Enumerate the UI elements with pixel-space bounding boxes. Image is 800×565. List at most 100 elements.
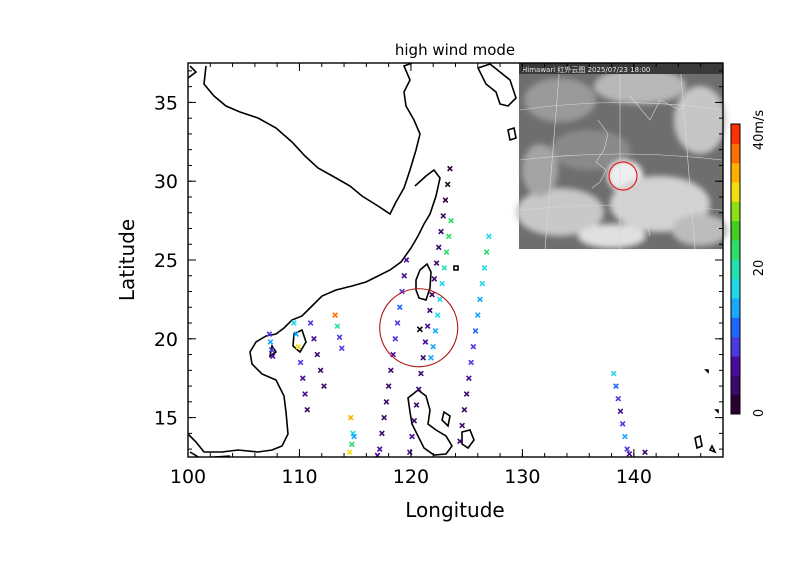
colorbar-segment <box>731 375 740 396</box>
wind-point <box>481 265 488 271</box>
colorbar-segment <box>731 336 740 357</box>
wind-point <box>613 383 619 389</box>
wind-point <box>463 391 470 397</box>
wind-point <box>437 296 443 303</box>
wind-point <box>299 375 306 382</box>
wind-point <box>346 449 353 456</box>
wind-point <box>434 312 441 319</box>
wind-point <box>401 272 408 279</box>
wind-point <box>439 280 445 287</box>
y-tick-label: 35 <box>154 92 178 114</box>
wind-point <box>440 213 447 219</box>
inset-caption: Himawari 红外云图 2025/07/23 18:00 <box>522 65 650 74</box>
axis-ticks <box>187 63 724 457</box>
wind-point <box>381 414 388 421</box>
wind-point <box>447 165 453 172</box>
wind-point <box>433 260 440 267</box>
wind-point <box>457 438 463 445</box>
wind-point <box>472 328 479 334</box>
wind-point <box>314 351 321 358</box>
colorbar-segment <box>731 220 740 241</box>
satellite-inset: Himawari 红外云图 2025/07/23 18:00 <box>516 62 728 250</box>
wind-point <box>642 449 648 456</box>
wind-point <box>461 406 468 413</box>
wind-point <box>443 249 450 255</box>
wind-point <box>470 343 477 350</box>
wind-point <box>430 343 437 350</box>
wind-point <box>266 331 273 337</box>
wind-point <box>435 244 442 251</box>
wind-point <box>445 233 452 240</box>
x-tick-label: 140 <box>616 466 652 488</box>
x-axis-label: Longitude <box>405 498 504 522</box>
wind-point <box>426 307 433 314</box>
x-tick-label: 100 <box>170 466 206 488</box>
wind-point <box>466 375 472 382</box>
wind-point <box>431 276 438 282</box>
wind-point <box>441 265 448 271</box>
colorbar-segment <box>731 394 740 415</box>
x-tick-label: 110 <box>281 466 317 488</box>
wind-point <box>626 450 633 457</box>
wind-point <box>293 331 299 337</box>
wind-point <box>332 312 338 319</box>
wind-point <box>383 398 390 405</box>
wind-point <box>422 339 429 345</box>
wind-point <box>347 414 354 421</box>
wind-point <box>424 323 431 330</box>
wind-point <box>338 345 345 352</box>
y-tick-label: 30 <box>154 171 178 193</box>
colorbar-segment <box>731 201 740 222</box>
wind-point <box>307 320 314 326</box>
colorbar-segment <box>731 298 740 318</box>
wind-point <box>624 446 631 452</box>
wind-point <box>268 346 275 353</box>
colorbar-segment <box>731 182 740 202</box>
chart-title: high wind mode <box>395 41 515 59</box>
wind-point <box>479 280 486 287</box>
wind-point <box>409 433 415 440</box>
wind-point <box>411 417 418 424</box>
wind-point <box>351 433 357 440</box>
x-tick-label: 130 <box>504 466 540 488</box>
colorbar-segment <box>731 356 740 376</box>
wind-point <box>442 197 449 203</box>
y-axis-label: Latitude <box>115 219 139 301</box>
wind-point <box>403 257 410 263</box>
wind-point <box>486 233 492 240</box>
wind-point <box>267 339 274 345</box>
wind-point <box>297 359 304 366</box>
wind-point <box>429 291 435 298</box>
wind-point <box>379 430 385 437</box>
wind-point <box>302 391 308 397</box>
wind-point <box>269 353 276 360</box>
typhoon-circle <box>379 288 459 368</box>
typhoon-center-marker <box>416 326 423 333</box>
y-tick-label: 15 <box>154 408 178 430</box>
colorbar <box>731 124 740 415</box>
colorbar-label-min: 0 <box>752 409 767 417</box>
wind-point <box>348 441 355 448</box>
colorbar-frame <box>730 123 741 415</box>
colorbar-label-mid: 20 <box>752 260 767 277</box>
wind-point <box>420 354 427 361</box>
wind-point <box>387 367 394 374</box>
wind-point <box>477 296 483 303</box>
wind-point <box>385 383 392 389</box>
wind-point <box>418 370 424 377</box>
wind-point <box>321 383 327 389</box>
inset-typhoon-circle <box>608 161 638 191</box>
wind-point <box>336 334 343 341</box>
y-tick-label: 25 <box>154 250 178 272</box>
colorbar-segment <box>731 278 740 299</box>
wind-point <box>610 370 617 377</box>
wind-point <box>396 304 403 311</box>
colorbar-segment <box>731 240 740 260</box>
colorbar-segment <box>731 124 740 144</box>
wind-point <box>615 395 622 402</box>
wind-point <box>394 320 401 326</box>
wind-point <box>428 354 434 361</box>
wind-point <box>459 422 466 429</box>
wind-point <box>311 335 317 342</box>
